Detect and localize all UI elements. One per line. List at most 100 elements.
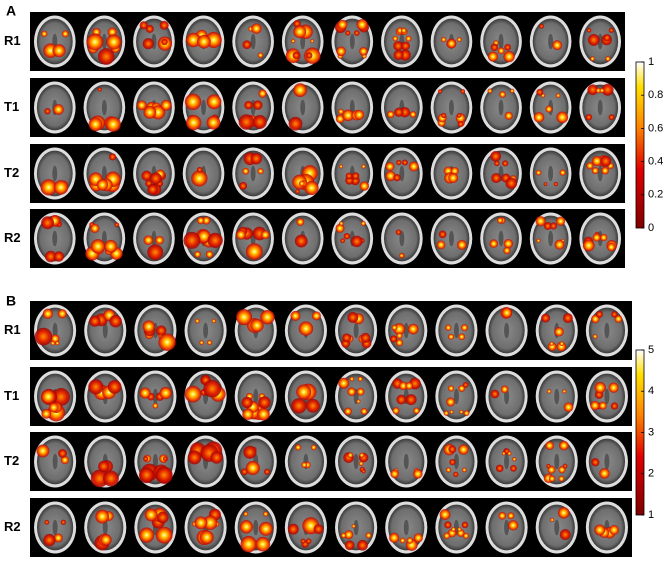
activation xyxy=(196,166,203,173)
activation xyxy=(57,309,67,319)
brain-slice xyxy=(83,15,126,68)
activation xyxy=(187,450,202,465)
brain-slice xyxy=(385,501,428,554)
panel-label: A xyxy=(6,3,16,19)
activation xyxy=(53,251,65,262)
brain-slice xyxy=(83,147,126,200)
ventricle xyxy=(498,33,504,50)
brain-slice xyxy=(184,304,227,357)
activation xyxy=(559,529,571,541)
activation xyxy=(241,468,248,476)
activation xyxy=(595,310,604,318)
activation xyxy=(396,159,402,166)
activation xyxy=(591,155,603,167)
activation xyxy=(460,89,466,94)
activation xyxy=(356,387,365,396)
brain-slice xyxy=(84,501,127,554)
ventricle xyxy=(399,230,405,247)
activation xyxy=(446,39,457,49)
activation xyxy=(554,327,564,337)
activation xyxy=(161,38,168,46)
ventricle xyxy=(498,230,504,247)
row-label: R2 xyxy=(4,519,21,534)
ventricle xyxy=(300,99,306,116)
activation xyxy=(313,524,324,535)
activation xyxy=(305,398,320,413)
brain-slice xyxy=(535,304,578,357)
activation xyxy=(359,452,365,458)
brain-slice xyxy=(385,304,428,357)
brain-slice xyxy=(529,81,572,134)
activation xyxy=(546,389,552,394)
activation xyxy=(52,44,66,58)
activation xyxy=(413,407,420,414)
brain-slice xyxy=(585,370,628,423)
activation xyxy=(351,524,356,529)
activation xyxy=(298,321,314,336)
colorbar-tick-label: 1 xyxy=(648,56,654,68)
activation xyxy=(207,340,213,346)
activation xyxy=(614,315,623,323)
activation xyxy=(539,23,544,29)
brain-slice xyxy=(335,435,378,488)
brain-slice xyxy=(579,212,622,265)
ventricle xyxy=(152,388,158,405)
activation xyxy=(96,179,109,191)
activation xyxy=(90,223,100,233)
activation xyxy=(43,533,56,547)
activation xyxy=(451,526,456,532)
activation xyxy=(344,530,354,540)
activation xyxy=(287,523,299,535)
activation xyxy=(41,30,48,37)
activation xyxy=(553,182,558,187)
brain-slice xyxy=(485,435,528,488)
activation xyxy=(456,37,462,42)
activation xyxy=(545,441,554,450)
activation xyxy=(345,30,351,36)
activation xyxy=(152,402,159,409)
brain-slice xyxy=(585,435,628,488)
activation xyxy=(296,384,312,400)
activation xyxy=(601,83,614,96)
colorbar-tick-label: 0.2 xyxy=(648,189,663,201)
activation xyxy=(510,88,515,94)
activation xyxy=(441,112,447,119)
activation xyxy=(487,51,499,62)
ventricle xyxy=(453,322,459,339)
activation xyxy=(44,108,51,115)
activation xyxy=(257,168,264,175)
slice-strip xyxy=(30,144,625,203)
activation xyxy=(409,111,417,118)
activation xyxy=(445,324,452,331)
activation xyxy=(407,323,419,335)
brain-slice xyxy=(134,304,177,357)
brain-slice xyxy=(134,370,177,423)
activation xyxy=(142,320,156,333)
brain-slice xyxy=(184,501,227,554)
ventricle xyxy=(453,388,459,405)
activation xyxy=(438,230,447,239)
brain-slice xyxy=(381,81,423,134)
activation xyxy=(543,221,552,230)
activation xyxy=(392,407,400,415)
activation xyxy=(311,311,321,321)
activation xyxy=(155,466,173,484)
activation xyxy=(554,239,565,250)
activation xyxy=(48,402,59,413)
activation xyxy=(563,402,574,413)
brain-slice xyxy=(435,501,478,554)
activation xyxy=(453,471,459,477)
ventricle xyxy=(353,519,359,536)
brain-slice xyxy=(284,435,327,488)
activation xyxy=(105,116,121,132)
activation xyxy=(502,160,509,167)
activation xyxy=(608,114,615,121)
activation xyxy=(503,246,511,255)
activation xyxy=(250,152,263,165)
activation xyxy=(392,35,398,42)
activation xyxy=(405,394,417,406)
activation xyxy=(143,456,149,462)
activation xyxy=(139,527,155,543)
activation xyxy=(463,532,470,539)
